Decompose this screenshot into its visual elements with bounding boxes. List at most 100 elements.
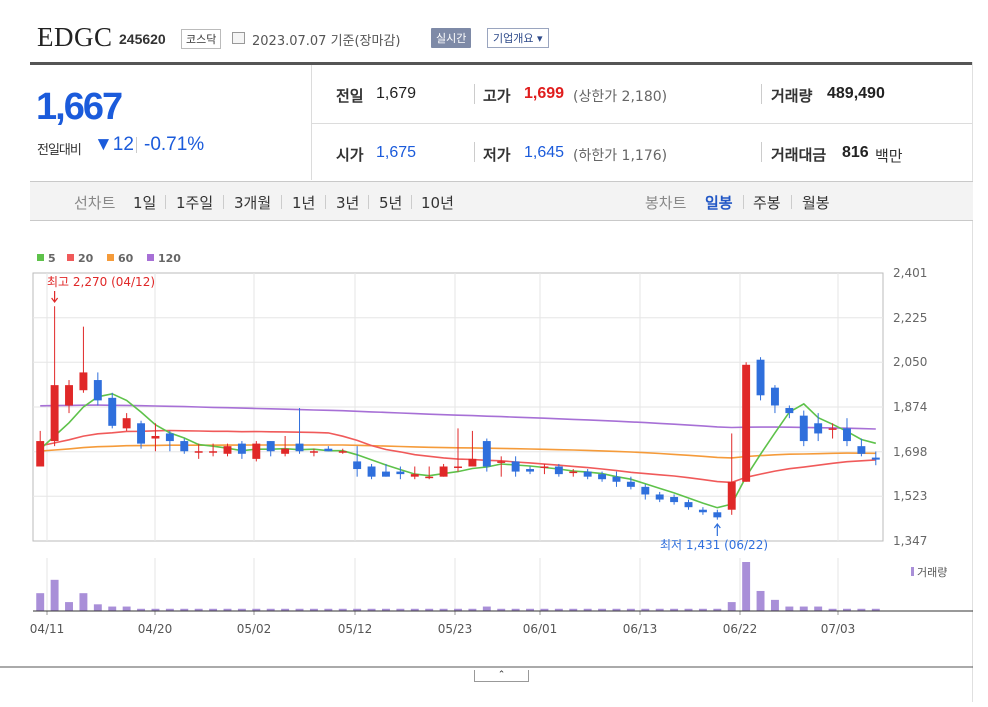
- stock-code: 245620: [119, 31, 166, 47]
- volume-bar: [425, 608, 434, 611]
- tab-monthly[interactable]: 월봉: [802, 194, 830, 212]
- candle-body: [324, 448, 333, 452]
- market-badge: 코스닥: [181, 29, 222, 49]
- candle-body: [309, 451, 318, 453]
- volume-bar: [785, 606, 794, 611]
- tab-1y[interactable]: 1년: [292, 194, 316, 212]
- volume-bar: [382, 608, 390, 611]
- candle-body: [857, 446, 866, 454]
- candle-body: [871, 457, 880, 460]
- candle-body: [799, 415, 808, 442]
- tab-5y[interactable]: 5년: [379, 194, 403, 212]
- col-sep: [761, 84, 762, 104]
- volume-bar: [137, 608, 146, 611]
- candle-body: [756, 359, 765, 396]
- high-annotation: 최고 2,270 (04/12): [47, 275, 155, 289]
- volume-bar: [108, 606, 117, 611]
- candle-body: [93, 380, 102, 401]
- candle-body: [367, 466, 376, 477]
- candlestick-chart: 2,401 2,225 2,050 1,874 1,698 1,523 1,347 04/11…: [0, 252, 973, 668]
- tab-10y[interactable]: 10년: [421, 194, 454, 212]
- candle-body: [425, 476, 434, 479]
- tab-separator: [791, 195, 792, 209]
- volume-bar: [194, 608, 203, 611]
- volume-bar: [612, 608, 621, 611]
- candle-body: [698, 509, 707, 513]
- tab-1d[interactable]: 1일: [133, 194, 157, 212]
- tab-daily[interactable]: 일봉: [705, 194, 733, 212]
- open-label: 시가: [336, 146, 364, 164]
- volume-bar: [871, 608, 880, 611]
- low-value: 1,645: [524, 144, 565, 161]
- tab-separator: [743, 195, 744, 209]
- candle-body: [50, 385, 59, 442]
- candle-body: [727, 481, 736, 510]
- tab-3y[interactable]: 3년: [336, 194, 360, 212]
- open-value: 1,675: [376, 144, 417, 161]
- candle-body: [641, 486, 650, 495]
- x-tick-label: 04/11: [30, 622, 65, 636]
- col-sep: [474, 142, 475, 162]
- volume-bar: [338, 608, 347, 611]
- candle-body: [454, 466, 462, 468]
- volume-bar: [266, 608, 275, 611]
- amount-unit: 백만: [875, 147, 903, 165]
- legend-swatch: [67, 254, 74, 261]
- change-amount: ▼12: [94, 134, 134, 155]
- volume-bar: [324, 608, 333, 611]
- volume-bar: [309, 608, 318, 611]
- volume-bar: [540, 608, 549, 611]
- x-tick-label: 06/22: [723, 622, 758, 636]
- volume-bar: [353, 608, 362, 611]
- volume-bar: [641, 608, 650, 611]
- high-label: 고가: [483, 87, 511, 105]
- x-tick-label: 05/02: [237, 622, 272, 636]
- volume-bar: [367, 608, 376, 611]
- volume-bar: [857, 608, 866, 611]
- candle-body: [770, 387, 779, 406]
- y-tick-label: 1,523: [893, 489, 927, 503]
- legend-swatch: [37, 254, 44, 261]
- candle-body: [209, 451, 218, 453]
- candle-body: [266, 441, 275, 452]
- legend-label: 5: [48, 252, 56, 265]
- legend-label: 60: [118, 252, 134, 265]
- realtime-button[interactable]: 실시간: [431, 28, 472, 48]
- volume-bar: [713, 608, 722, 611]
- candle-body: [626, 481, 635, 487]
- y-tick-label: 1,698: [893, 445, 927, 459]
- candle-body: [281, 448, 290, 454]
- tab-separator: [325, 195, 326, 209]
- volume-value: 489,490: [827, 85, 885, 102]
- volume-bar: [468, 608, 477, 611]
- volume-bar: [569, 608, 578, 611]
- volume-bar: [684, 608, 693, 611]
- col-sep: [761, 142, 762, 162]
- volume-bar: [209, 608, 218, 611]
- candle-body: [252, 443, 261, 459]
- x-tick-label: 05/12: [338, 622, 373, 636]
- chart-tab-bar: [30, 181, 973, 221]
- volume-bar: [756, 590, 765, 611]
- volume-bar: [698, 608, 707, 611]
- summary-row-divider: [312, 123, 972, 124]
- volume-bar: [165, 608, 174, 611]
- candle-body: [612, 476, 621, 482]
- candle-body: [713, 512, 722, 518]
- volume-bar: [497, 608, 506, 611]
- high-arrow: [51, 291, 59, 303]
- tab-weekly[interactable]: 주봉: [753, 194, 781, 212]
- low-label: 저가: [483, 146, 511, 164]
- change-separator: [136, 137, 137, 153]
- tab-3m[interactable]: 3개월: [234, 194, 272, 212]
- candle-chart-label: 봉차트: [645, 194, 687, 212]
- candle-body: [295, 443, 304, 452]
- volume-bar: [598, 608, 607, 611]
- collapse-chart-button[interactable]: ⌃: [474, 670, 529, 682]
- candle-body: [828, 428, 837, 430]
- tab-1w[interactable]: 1주일: [176, 194, 214, 212]
- volume-bar: [237, 608, 246, 611]
- candle-body: [180, 441, 189, 452]
- volume-bar: [554, 608, 563, 611]
- company-overview-button[interactable]: 기업개요 ▾: [487, 28, 549, 48]
